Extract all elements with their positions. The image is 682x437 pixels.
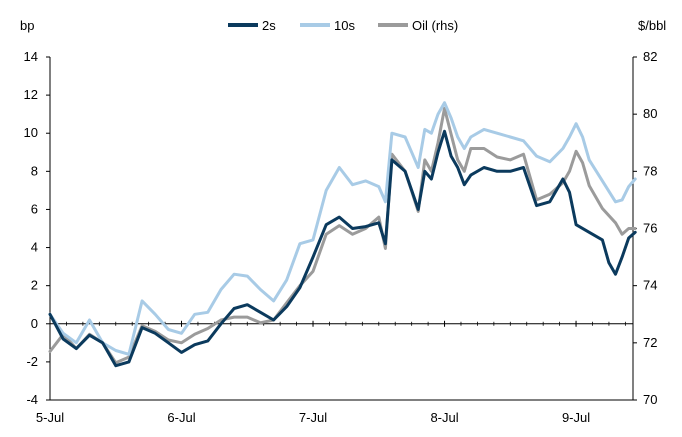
series-line-oil-rhs- — [48, 106, 637, 365]
right-tick-label: 78 — [643, 163, 657, 178]
left-tick-label: 6 — [31, 201, 38, 216]
right-axis-unit: $/bbl — [638, 18, 666, 33]
series-line-2s — [48, 129, 637, 368]
x-tick-label: 6-Jul — [167, 410, 195, 425]
legend-label: Oil (rhs) — [412, 18, 458, 33]
left-tick-label: 10 — [24, 125, 38, 140]
right-tick-label: 80 — [643, 106, 657, 121]
legend: 2s 10s Oil (rhs) — [228, 18, 458, 33]
left-tick-label: 12 — [24, 87, 38, 102]
legend-label: 10s — [334, 18, 355, 33]
left-axis-unit: bp — [20, 18, 34, 33]
left-tick-label: 14 — [24, 49, 38, 64]
right-tick-label: 82 — [643, 49, 657, 64]
series-line-10s — [48, 101, 637, 356]
right-tick-label: 74 — [643, 278, 657, 293]
right-tick-label: 72 — [643, 335, 657, 350]
x-tick-label: 9-Jul — [562, 410, 590, 425]
left-tick-label: 0 — [31, 316, 38, 331]
left-tick-label: 2 — [31, 278, 38, 293]
axes: 14 12 10 8 6 4 2 0 -2 -4 82 80 78 76 74 72 70 5-Jul 6-Jul 7… — [24, 49, 658, 425]
x-tick-label: 7-Jul — [299, 410, 327, 425]
right-tick-label: 70 — [643, 392, 657, 407]
x-tick-label: 8-Jul — [430, 410, 458, 425]
right-tick-label: 76 — [643, 221, 657, 236]
left-tick-label: 4 — [31, 240, 38, 255]
left-tick-label: 8 — [31, 163, 38, 178]
left-tick-label: -2 — [26, 354, 38, 369]
left-tick-label: -4 — [26, 392, 38, 407]
legend-label: 2s — [262, 18, 276, 33]
series-layer — [48, 101, 637, 368]
x-tick-label: 5-Jul — [36, 410, 64, 425]
